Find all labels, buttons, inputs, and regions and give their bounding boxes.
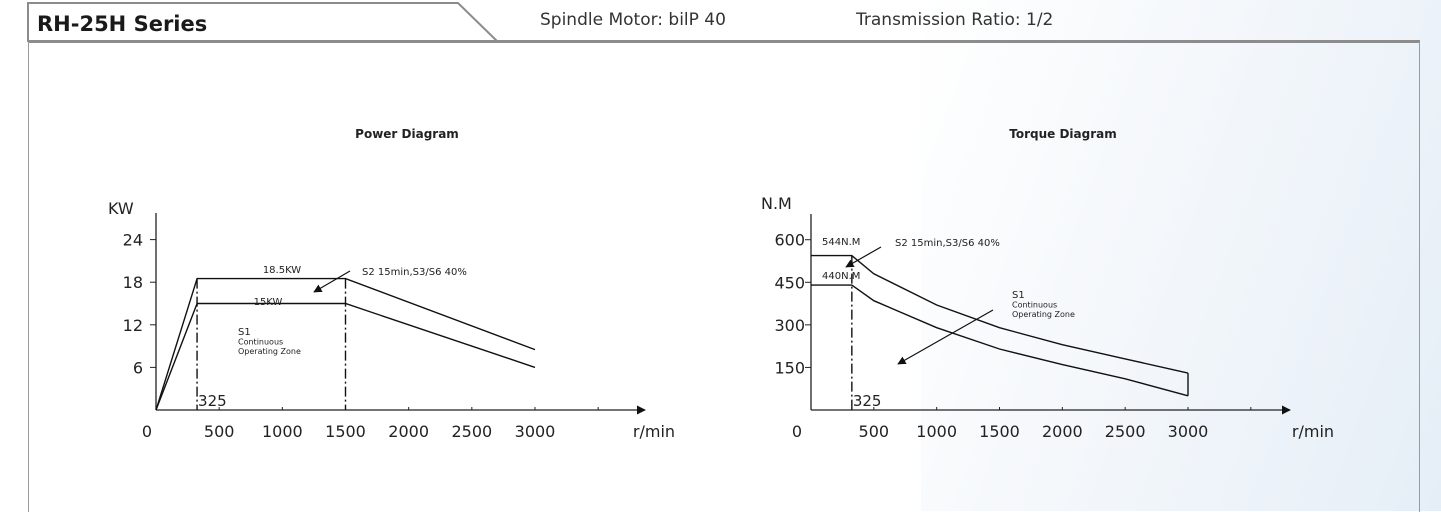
series-title: RH-25H Series bbox=[37, 12, 208, 36]
origin-label: 0 bbox=[142, 422, 152, 441]
duty-cycle-label: S2 15min,S3/S6 40% bbox=[362, 267, 467, 278]
x-tick-label: 1500 bbox=[325, 422, 366, 441]
operating-zone-label: Continuous bbox=[1012, 301, 1057, 310]
x-tick-label: 2500 bbox=[451, 422, 492, 441]
lower-curve-label: 440N.M bbox=[822, 271, 860, 282]
operating-zone-label: Operating Zone bbox=[238, 347, 301, 356]
series-line-1 bbox=[155, 277, 536, 411]
y-tick-label: 18 bbox=[123, 273, 143, 292]
x-tick-label: 2000 bbox=[388, 422, 429, 441]
duty-cycle-label: S2 15min,S3/S6 40% bbox=[895, 238, 1000, 249]
chart-title: Torque Diagram bbox=[1009, 127, 1116, 141]
operating-zone-label: Operating Zone bbox=[1012, 310, 1075, 319]
origin-label: 0 bbox=[792, 422, 802, 441]
x-tick-label: 2500 bbox=[1105, 422, 1146, 441]
annotation-arrow bbox=[897, 309, 994, 365]
x-tick-label: 1000 bbox=[262, 422, 303, 441]
y-axis-label: N.M bbox=[761, 194, 792, 213]
base-speed-label: 325 bbox=[853, 392, 882, 410]
upper-curve-label: 544N.M bbox=[822, 237, 860, 248]
y-tick-label: 450 bbox=[774, 273, 805, 292]
x-tick-label: 1500 bbox=[979, 422, 1020, 441]
y-tick-label: 24 bbox=[123, 231, 143, 250]
annotation-arrow bbox=[313, 270, 351, 293]
y-tick-label: 12 bbox=[123, 316, 143, 335]
y-tick-label: 150 bbox=[774, 358, 805, 377]
annotation-arrow bbox=[845, 246, 882, 268]
x-tick-label: 500 bbox=[859, 422, 890, 441]
y-tick-label: 300 bbox=[774, 316, 805, 335]
header-divider bbox=[28, 40, 1420, 43]
x-tick-label: 1000 bbox=[916, 422, 957, 441]
x-tick-label: 2000 bbox=[1042, 422, 1083, 441]
y-tick-label: 6 bbox=[133, 358, 143, 377]
chart-title: Power Diagram bbox=[355, 127, 459, 141]
lower-curve-label: 15KW bbox=[254, 297, 283, 308]
header: RH-25H Series Spindle Motor: bilP 40 Tra… bbox=[0, 0, 1441, 43]
series-line-1 bbox=[811, 254, 1189, 374]
base-speed-label: 325 bbox=[198, 392, 227, 410]
spindle-motor-spec: Spindle Motor: bilP 40 bbox=[540, 10, 726, 30]
x-tick-label: 500 bbox=[204, 422, 235, 441]
series-line-2 bbox=[811, 284, 1189, 397]
operating-zone-label: S1 bbox=[1012, 290, 1025, 301]
y-tick-label: 600 bbox=[774, 231, 805, 250]
chart-frame bbox=[28, 42, 1420, 512]
y-axis-label: KW bbox=[108, 199, 134, 218]
background-tint bbox=[921, 0, 1441, 511]
transmission-ratio-spec: Transmission Ratio: 1/2 bbox=[856, 10, 1054, 30]
series-tab bbox=[27, 1, 499, 43]
x-tick-label: 3000 bbox=[515, 422, 556, 441]
operating-zone-label: S1 bbox=[238, 327, 251, 338]
upper-curve-label: 18.5KW bbox=[263, 265, 301, 276]
series-line-2 bbox=[155, 302, 536, 411]
x-axis-label: r/min bbox=[633, 422, 675, 441]
x-axis-label: r/min bbox=[1292, 422, 1334, 441]
operating-zone-label: Continuous bbox=[238, 338, 283, 347]
x-tick-label: 3000 bbox=[1168, 422, 1209, 441]
